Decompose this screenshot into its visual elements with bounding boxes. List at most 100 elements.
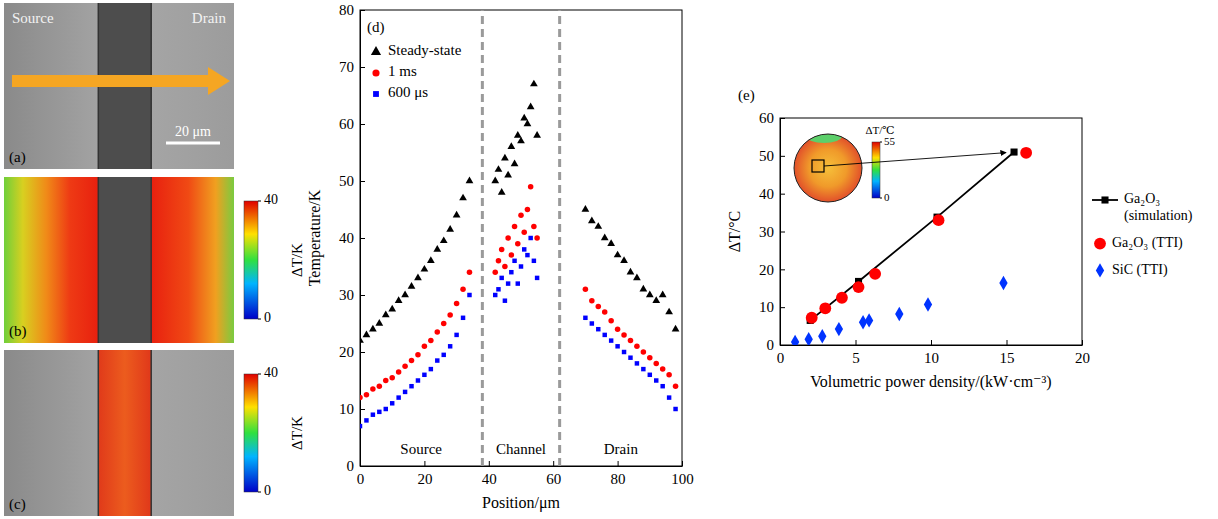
region-label: Source (400, 441, 442, 457)
data-point (528, 236, 532, 240)
channel (98, 177, 151, 343)
data-point (531, 224, 537, 230)
data-point (654, 378, 658, 382)
tick-mark (360, 352, 365, 353)
panel-label: (a) (9, 149, 26, 166)
inset-image-detail (806, 129, 842, 143)
tick-label: 10 (339, 401, 354, 417)
data-point (859, 315, 867, 329)
legend-label: SiC (TTI) (1112, 262, 1168, 278)
channel (98, 350, 151, 516)
colorbar-title: ΔT/℃ (865, 124, 894, 136)
colorbar-tick (258, 492, 261, 493)
tick-mark (360, 409, 365, 410)
tick-label: 40 (759, 186, 774, 202)
colorbar-tick (258, 201, 261, 202)
data-point (533, 131, 541, 138)
axis: 05101520 (777, 340, 1090, 366)
data-point (641, 349, 647, 355)
data-point (515, 241, 521, 247)
data-point (521, 230, 527, 236)
legend-marker (1096, 263, 1104, 277)
tick-mark (931, 340, 932, 345)
data-point (461, 316, 465, 320)
tick: 40 (759, 186, 785, 202)
tick: 10 (339, 401, 365, 417)
axis: 020406080100 (357, 461, 694, 487)
colorbar: 040ΔT/K (244, 365, 305, 498)
data-point (639, 285, 647, 292)
tick-mark (360, 295, 365, 296)
data-point (819, 302, 831, 314)
tick: 20 (759, 262, 785, 278)
data-point (496, 287, 500, 291)
data-point (596, 304, 602, 310)
data-point (895, 307, 903, 321)
tick: 5 (852, 340, 860, 366)
legend-label: Ga₂O₃(simulation) (1124, 191, 1193, 224)
data-point (622, 350, 626, 354)
tick-mark (360, 466, 365, 467)
data-point (648, 373, 652, 377)
data-point (853, 281, 865, 293)
tick: 30 (759, 224, 785, 240)
colorbar-tick (258, 374, 261, 375)
data-point (588, 216, 596, 223)
tick-label: 80 (339, 2, 354, 18)
data-point (506, 281, 510, 285)
channel-edge (150, 177, 152, 343)
data-point (524, 120, 532, 127)
image-panel: (c) (4, 350, 234, 516)
data-point (447, 312, 453, 318)
legend: Steady-state1 ms600 μs (371, 42, 462, 100)
tick-label: 40 (482, 471, 497, 487)
tick: 50 (339, 173, 365, 189)
data-point (634, 344, 640, 350)
data-point (806, 312, 818, 324)
figure: SourceDrain20 μm(a)(b)040ΔT/K(c)040ΔT/K0… (0, 0, 1218, 519)
data-point (396, 395, 400, 399)
inset-image (794, 134, 862, 202)
colorbar-tick-label: 40 (264, 365, 278, 380)
plot-panel: 051015200102030405060Volumetric power de… (726, 87, 1193, 391)
colorbar-tick-label: 0 (264, 310, 271, 325)
legend-marker (373, 91, 379, 97)
tick-label: 70 (339, 59, 354, 75)
colorbar-scale (244, 201, 258, 319)
colorbar-scale (872, 142, 880, 198)
tick: 60 (339, 116, 365, 132)
legend-label-line: Ga₂O₃ (1124, 191, 1160, 206)
data-point (414, 273, 422, 280)
data-point (446, 225, 454, 232)
data-point (396, 369, 402, 375)
data-point (409, 358, 415, 364)
tick-mark (360, 67, 365, 68)
legend-label: 1 ms (388, 63, 417, 79)
data-point (507, 142, 515, 149)
data-point (660, 366, 666, 372)
legend-marker (371, 46, 381, 55)
data-point (503, 298, 507, 302)
data-point (818, 329, 826, 343)
data-point (520, 114, 528, 121)
data-point (673, 383, 679, 389)
plot-frame (780, 118, 1082, 345)
data-point (525, 253, 529, 257)
data-point (422, 344, 428, 350)
tick-mark (360, 124, 365, 125)
data-point (512, 224, 518, 230)
data-point (441, 321, 447, 327)
tick-label: 30 (339, 287, 354, 303)
heat-region (151, 177, 234, 343)
data-point (504, 171, 512, 178)
data-point (390, 401, 394, 405)
axis: 0102030405060 (759, 110, 785, 353)
data-point (673, 407, 677, 411)
tick: 20 (1075, 340, 1090, 366)
data-point (1011, 149, 1018, 156)
tick-label: 50 (339, 173, 354, 189)
tick-mark (618, 461, 619, 466)
tick: 80 (611, 461, 626, 487)
data-point (621, 332, 627, 338)
tick-label: 100 (671, 471, 694, 487)
